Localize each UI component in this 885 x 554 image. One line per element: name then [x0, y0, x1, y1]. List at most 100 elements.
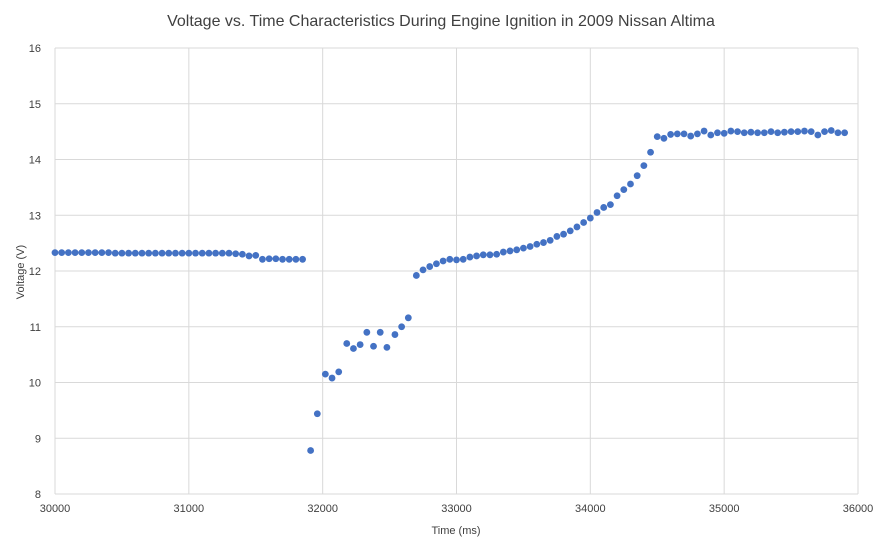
data-point [673, 130, 681, 138]
y-tick-label: 16 [29, 43, 41, 55]
data-point [335, 368, 343, 376]
data-point [350, 345, 357, 352]
y-tick-label: 15 [29, 99, 41, 111]
data-point [633, 172, 641, 180]
data-point [774, 129, 782, 137]
data-point [118, 249, 126, 257]
data-point [627, 180, 634, 188]
data-point [821, 128, 828, 136]
data-point [238, 250, 246, 258]
data-point [198, 249, 206, 257]
data-point [479, 251, 487, 259]
data-point [218, 249, 226, 257]
x-tick-label: 30000 [40, 503, 71, 515]
data-point [328, 374, 336, 382]
data-point [138, 249, 146, 257]
data-point [245, 252, 253, 260]
data-point [573, 223, 581, 231]
data-point [613, 192, 621, 200]
data-point [225, 249, 233, 257]
data-point [232, 250, 240, 258]
data-point [265, 255, 273, 263]
data-point [376, 328, 384, 336]
data-point [827, 127, 835, 134]
data-point [667, 131, 675, 138]
data-point [192, 249, 199, 257]
data-point [841, 129, 849, 137]
data-point [158, 249, 166, 257]
data-point [356, 341, 364, 348]
data-point [720, 129, 728, 137]
data-point [252, 251, 260, 259]
data-point [307, 447, 315, 454]
y-tick-label: 9 [35, 433, 41, 445]
data-point [660, 134, 668, 142]
x-tick-label: 31000 [174, 503, 205, 515]
data-point [580, 219, 588, 226]
data-point [145, 249, 153, 257]
data-point [566, 227, 574, 235]
data-point [185, 249, 193, 257]
data-point [419, 266, 427, 274]
data-point [707, 131, 715, 139]
data-point [506, 247, 514, 255]
data-point [647, 148, 654, 156]
data-point [259, 255, 266, 263]
data-point [205, 249, 213, 257]
chart-title: Voltage vs. Time Characteristics During … [167, 13, 715, 30]
data-point [533, 240, 541, 248]
y-tick-label: 14 [29, 155, 41, 167]
data-point [760, 129, 768, 137]
data-point [91, 249, 99, 257]
data-point [292, 255, 300, 263]
data-point [412, 272, 420, 279]
gridlines [54, 47, 859, 495]
x-tick-label: 34000 [575, 503, 606, 515]
data-point [343, 340, 351, 347]
y-axis-label: Voltage (V) [15, 245, 27, 299]
x-tick-label: 33000 [441, 503, 472, 515]
data-point [279, 255, 286, 263]
data-point [767, 128, 775, 136]
data-point [165, 249, 173, 257]
data-point [71, 249, 79, 257]
data-point [499, 248, 507, 256]
data-point [370, 342, 377, 350]
data-point [727, 127, 735, 135]
data-point [172, 249, 179, 257]
data-point [383, 343, 391, 351]
data-point [473, 252, 480, 260]
data-point [433, 260, 440, 268]
data-point [398, 323, 406, 331]
x-tick-label: 36000 [843, 503, 874, 515]
data-point [740, 129, 748, 137]
data-point [486, 251, 494, 259]
data-point [513, 246, 521, 254]
data-point [313, 410, 321, 418]
data-point [125, 249, 133, 257]
x-tick-label: 35000 [709, 503, 740, 515]
data-point [58, 249, 66, 257]
data-point [754, 129, 762, 137]
x-axis-label: Time (ms) [431, 525, 480, 537]
data-point [459, 255, 467, 263]
data-point [694, 130, 701, 138]
data-point [466, 253, 474, 261]
data-point [600, 204, 608, 211]
data-point [299, 255, 306, 263]
y-tick-label: 8 [35, 489, 41, 501]
data-point [593, 209, 601, 216]
data-point [700, 127, 708, 135]
data-point [553, 233, 561, 240]
data-point [439, 257, 447, 265]
data-points [51, 127, 849, 454]
data-point [607, 201, 614, 209]
y-tick-label: 10 [29, 378, 41, 390]
data-point [105, 249, 112, 257]
data-point [212, 249, 220, 257]
data-point [747, 128, 755, 136]
data-point [794, 128, 802, 136]
data-point [493, 250, 501, 258]
data-point [780, 128, 788, 136]
